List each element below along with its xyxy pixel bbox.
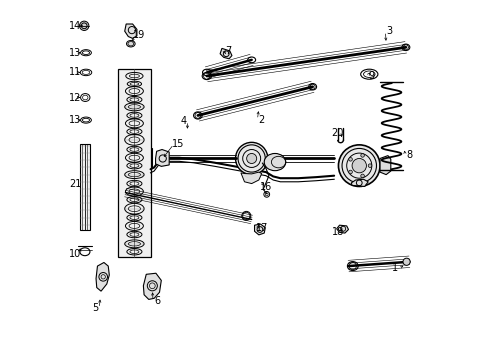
Circle shape	[360, 174, 364, 178]
Bar	[80, 144, 89, 230]
Circle shape	[80, 21, 89, 31]
Text: 14: 14	[69, 21, 81, 31]
Text: 19: 19	[132, 30, 144, 40]
Ellipse shape	[126, 41, 135, 47]
Circle shape	[348, 170, 352, 174]
Polygon shape	[336, 225, 348, 233]
Circle shape	[367, 164, 371, 167]
Polygon shape	[124, 24, 137, 39]
Circle shape	[235, 142, 267, 175]
Polygon shape	[379, 156, 390, 175]
Text: 1: 1	[391, 263, 397, 273]
Circle shape	[402, 258, 409, 265]
Text: 21: 21	[69, 179, 81, 189]
Bar	[118, 69, 150, 257]
Polygon shape	[220, 48, 231, 59]
Polygon shape	[155, 149, 169, 166]
Text: 9: 9	[368, 71, 374, 81]
Text: 2: 2	[258, 115, 264, 125]
Text: 16: 16	[259, 182, 272, 192]
Text: 20: 20	[331, 129, 343, 138]
Polygon shape	[96, 262, 109, 291]
Text: 18: 18	[331, 227, 343, 237]
Polygon shape	[351, 179, 367, 186]
Text: 17: 17	[255, 224, 267, 233]
Text: 15: 15	[172, 139, 184, 149]
Circle shape	[338, 145, 379, 186]
Text: 6: 6	[154, 296, 160, 306]
Text: 3: 3	[386, 26, 392, 36]
Circle shape	[348, 158, 352, 161]
Polygon shape	[241, 172, 261, 184]
Text: 4: 4	[180, 116, 186, 126]
Text: 13: 13	[69, 48, 81, 58]
Text: 8: 8	[406, 150, 412, 160]
Polygon shape	[254, 224, 265, 235]
Text: 7: 7	[225, 46, 231, 56]
Text: 5: 5	[92, 303, 98, 314]
Circle shape	[360, 154, 364, 157]
Circle shape	[246, 153, 256, 163]
Text: 13: 13	[69, 115, 81, 125]
Polygon shape	[143, 273, 161, 300]
Text: 10: 10	[69, 248, 81, 258]
Text: 12: 12	[69, 93, 81, 103]
Circle shape	[351, 158, 366, 173]
Text: 11: 11	[69, 67, 81, 77]
Ellipse shape	[264, 153, 285, 171]
